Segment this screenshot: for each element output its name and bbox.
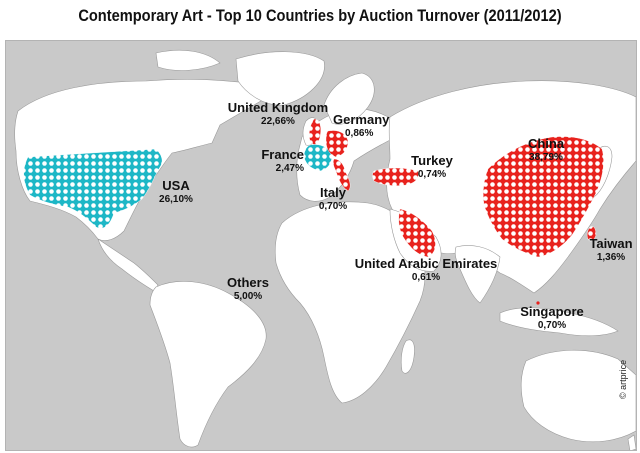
label-singapore: Singapore 0,70% (512, 304, 592, 331)
land-greenland (235, 51, 325, 106)
label-china-share: 38,79% (529, 151, 563, 163)
label-germany-name: Germany (333, 112, 390, 127)
country-china (483, 136, 604, 258)
land-masses (14, 49, 636, 450)
highlighted-countries (23, 118, 604, 258)
country-usa (23, 148, 163, 229)
label-turkey: Turkey 0,74% (402, 153, 462, 180)
country-saudi-arabia-uae (398, 208, 436, 258)
land-arctic-islands (155, 49, 221, 71)
label-usa: USA 26,10% (141, 178, 211, 205)
land-new-zealand (627, 434, 636, 450)
land-australia (520, 349, 636, 443)
country-singapore (536, 301, 540, 305)
label-italy-share: 0,70% (318, 200, 348, 212)
label-italy: Italy 0,70% (310, 185, 356, 212)
label-singapore-share: 0,70% (537, 319, 567, 331)
label-others: Others 5,00% (220, 275, 276, 302)
land-indonesia (499, 307, 619, 337)
credit-text: © artprice (618, 359, 628, 399)
label-china: China 38,79% (506, 136, 586, 163)
country-turkey (372, 167, 419, 186)
label-others-name: Others (227, 275, 269, 290)
world-map: USA 26,10% United Kingdom 22,66% Germany… (5, 40, 637, 451)
label-taiwan-share: 1,36% (596, 251, 626, 263)
label-united-arab-emirates: United Arabic Emirates 0,61% (346, 256, 506, 283)
label-united-kingdom-share: 22,66% (261, 115, 295, 127)
label-germany-share: 0,86% (345, 127, 374, 139)
country-italy (332, 158, 351, 192)
land-madagascar (400, 339, 415, 374)
land-south-america (149, 281, 267, 448)
land-africa (274, 201, 426, 404)
country-taiwan (586, 226, 597, 242)
label-taiwan-name: Taiwan (589, 236, 633, 251)
land-india (454, 245, 501, 304)
label-usa-name: USA (162, 178, 190, 193)
label-united-kingdom: United Kingdom 22,66% (224, 100, 332, 127)
map-title: Contemporary Art - Top 10 Countries by A… (78, 6, 562, 25)
label-others-share: 5,00% (233, 290, 263, 302)
label-singapore-name: Singapore (520, 304, 584, 319)
world-map-svg (6, 41, 636, 450)
label-france: France 2,47% (254, 147, 304, 174)
label-france-share: 2,47% (275, 162, 304, 174)
label-usa-share: 26,10% (159, 193, 193, 205)
country-united-kingdom (309, 118, 321, 145)
label-germany: Germany 0,86% (333, 112, 390, 139)
label-turkey-share: 0,74% (417, 168, 447, 180)
label-uae-name: United Arabic Emirates (354, 256, 498, 271)
label-italy-name: Italy (319, 185, 346, 200)
label-uae-share: 0,61% (411, 271, 441, 283)
label-turkey-name: Turkey (411, 153, 453, 168)
label-china-name: China (527, 136, 565, 151)
label-taiwan: Taiwan 1,36% (586, 236, 636, 263)
label-france-name: France (261, 147, 304, 162)
land-scandinavia (323, 72, 375, 125)
label-united-kingdom-name: United Kingdom (227, 100, 329, 115)
country-germany (325, 130, 349, 158)
